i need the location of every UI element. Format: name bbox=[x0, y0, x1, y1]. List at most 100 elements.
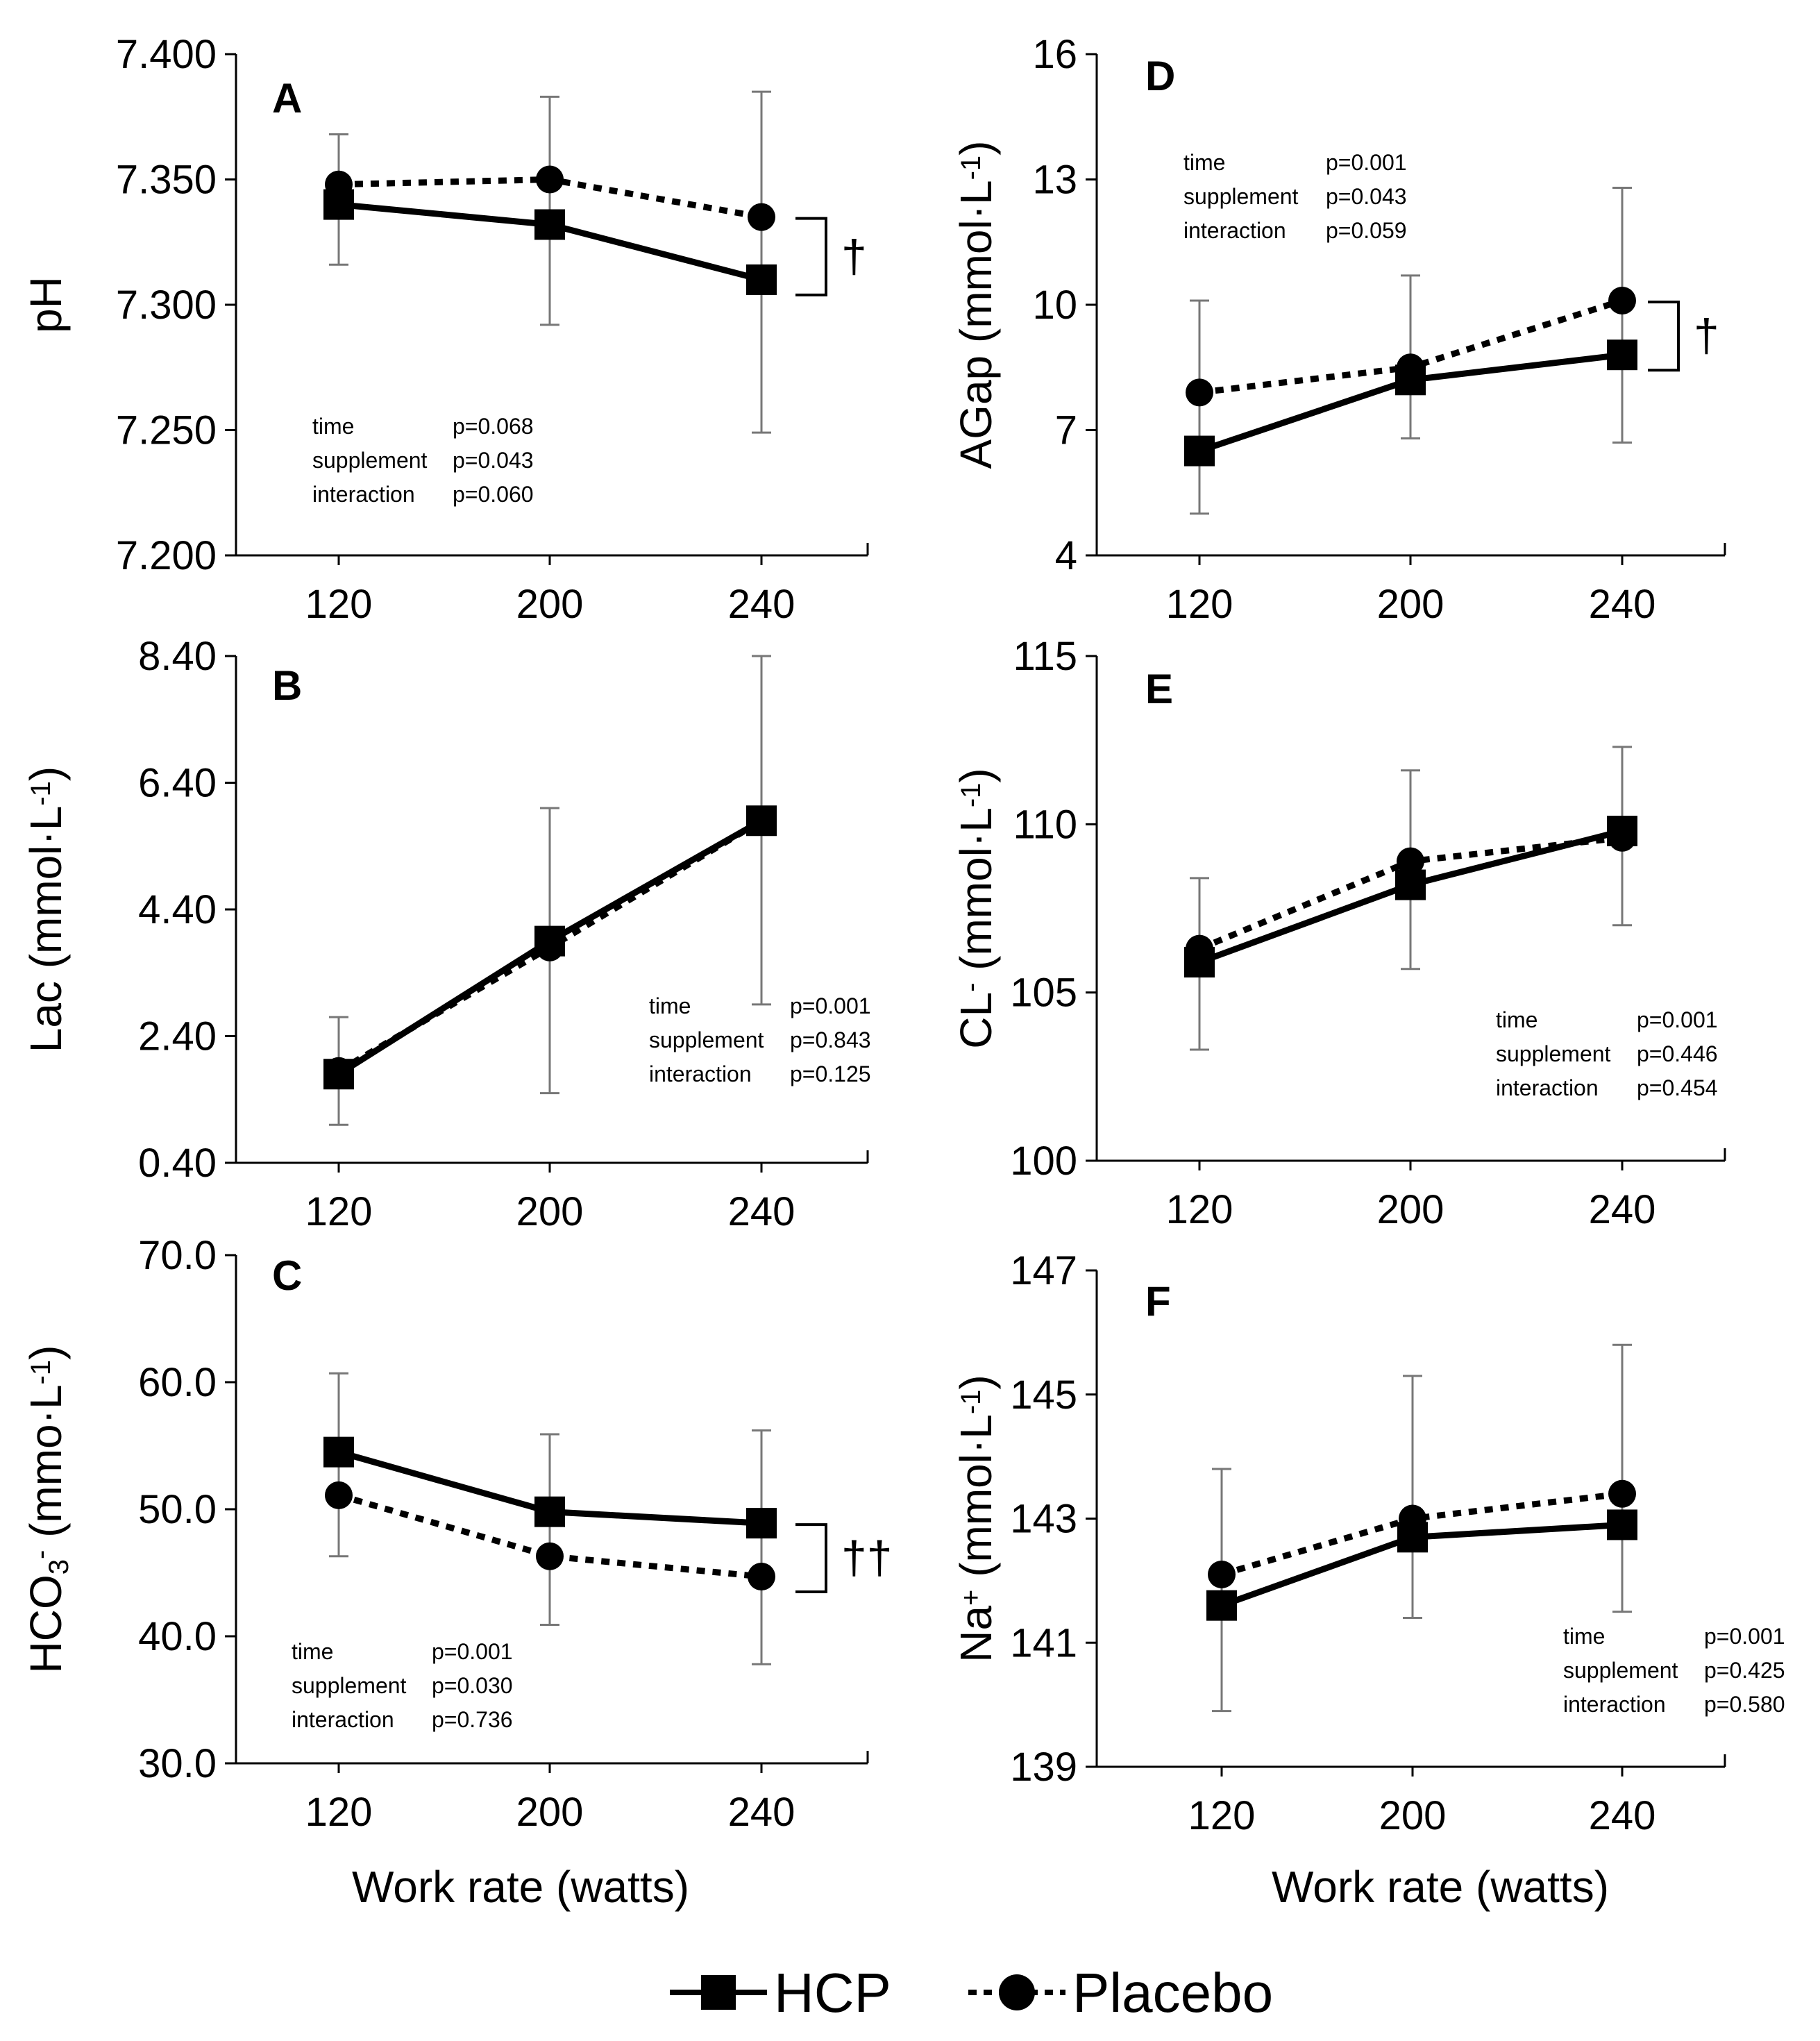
stats-label: supplement bbox=[312, 448, 428, 473]
y-tick-label: 0.40 bbox=[138, 1141, 217, 1186]
stats-label: supplement bbox=[1563, 1658, 1678, 1683]
hcp-data-point bbox=[323, 1059, 354, 1090]
stats-p-value: p=0.580 bbox=[1704, 1692, 1785, 1717]
x-tick-label: 240 bbox=[728, 1189, 795, 1234]
hcp-data-point bbox=[1206, 1590, 1237, 1621]
stats-p-value: p=0.125 bbox=[790, 1061, 871, 1086]
stats-label: interaction bbox=[1183, 218, 1286, 243]
y-axis-label-part: -1 bbox=[956, 1390, 986, 1415]
y-axis-label-part: -1 bbox=[26, 1360, 56, 1385]
y-tick-label: 139 bbox=[1010, 1745, 1077, 1790]
y-tick-label: 7.400 bbox=[116, 32, 217, 77]
y-axis-label-part: HCO bbox=[21, 1574, 71, 1673]
y-axis-label-part: ) bbox=[21, 766, 71, 781]
x-tick-label: 120 bbox=[305, 1790, 373, 1835]
y-tick-label: 7 bbox=[1055, 408, 1077, 453]
hcp-data-point bbox=[1607, 339, 1637, 371]
stats-p-value: p=0.043 bbox=[1326, 184, 1407, 209]
y-tick-label: 50.0 bbox=[138, 1487, 217, 1532]
y-axis-label-part: Lac (mmol·L bbox=[21, 806, 71, 1053]
x-axis-title-left: Work rate (watts) bbox=[352, 1862, 689, 1912]
y-tick-label: 30.0 bbox=[138, 1741, 217, 1786]
hcp-data-point bbox=[1607, 816, 1637, 847]
stats-p-value: p=0.001 bbox=[432, 1639, 513, 1664]
y-tick-label: 2.40 bbox=[138, 1014, 217, 1059]
y-axis-label-part: ) bbox=[951, 768, 1001, 782]
stats-label: time bbox=[649, 993, 691, 1018]
legend-placebo-label: Placebo bbox=[1072, 1962, 1273, 2024]
hcp-data-point bbox=[323, 189, 354, 220]
y-tick-label: 10 bbox=[1032, 283, 1077, 328]
stats-label: supplement bbox=[649, 1027, 764, 1052]
panel-b: 8.40 6.40 4.40 2.40 0.40 120 200 240 Lac (mmol·L… bbox=[21, 634, 871, 1234]
y-axis-label-part: -1 bbox=[956, 156, 986, 180]
y-axis-label: HCO3- (mmo·L-1) bbox=[21, 1345, 74, 1674]
y-axis-label-part: pH bbox=[21, 276, 71, 333]
stats-p-value: p=0.060 bbox=[453, 482, 534, 507]
placebo-data-point bbox=[325, 1481, 353, 1509]
y-axis-label-part: (mmol·L bbox=[951, 807, 1001, 982]
placebo-data-point bbox=[536, 1542, 564, 1570]
hcp-data-point bbox=[1395, 364, 1426, 396]
significance-marker: †† bbox=[841, 1532, 892, 1584]
y-axis-label-part: (mmol·L bbox=[951, 1414, 1001, 1589]
y-axis-label-part: ) bbox=[951, 1375, 1001, 1389]
y-axis-label-part: AGap (mmol·L bbox=[951, 180, 1001, 469]
panel-letter: B bbox=[272, 662, 302, 709]
legend-hcp-label: HCP bbox=[774, 1962, 891, 2024]
x-tick-label: 240 bbox=[1589, 1187, 1656, 1232]
y-tick-label: 110 bbox=[1013, 802, 1077, 847]
stats-p-value: p=0.446 bbox=[1637, 1041, 1718, 1066]
stats-label: time bbox=[1183, 150, 1225, 175]
x-tick-label: 200 bbox=[516, 582, 584, 627]
hcp-data-point bbox=[1395, 869, 1426, 900]
stats-p-value: p=0.030 bbox=[432, 1673, 513, 1698]
y-tick-label: 70.0 bbox=[138, 1233, 217, 1278]
stats-label: supplement bbox=[1183, 184, 1299, 209]
hcp-data-point bbox=[1397, 1522, 1428, 1553]
y-tick-label: 8.40 bbox=[138, 634, 217, 679]
placebo-data-point bbox=[1186, 378, 1213, 407]
stats-label: time bbox=[1563, 1624, 1605, 1649]
y-axis-label: AGap (mmol·L-1) bbox=[951, 141, 1001, 469]
x-tick-label: 240 bbox=[728, 1790, 795, 1835]
placebo-data-point bbox=[536, 165, 564, 194]
hcp-data-point bbox=[1607, 1509, 1637, 1540]
y-axis-label-part: (mmo·L bbox=[21, 1384, 71, 1549]
y-tick-label: 40.0 bbox=[138, 1614, 217, 1659]
x-tick-label: 120 bbox=[1166, 1187, 1233, 1232]
significance-marker: † bbox=[841, 230, 867, 282]
y-axis-label-part: 3 bbox=[44, 1559, 74, 1574]
stats-label: interaction bbox=[292, 1707, 394, 1732]
y-tick-label: 147 bbox=[1010, 1248, 1077, 1293]
x-tick-label: 120 bbox=[1166, 582, 1233, 627]
legend-placebo-circle-icon bbox=[999, 1974, 1035, 2010]
y-axis-label: CL- (mmol·L-1) bbox=[951, 768, 1001, 1048]
y-tick-label: 4 bbox=[1055, 533, 1077, 578]
stats-p-value: p=0.001 bbox=[1637, 1007, 1718, 1032]
y-tick-label: 16 bbox=[1032, 32, 1077, 77]
stats-p-value: p=0.001 bbox=[1704, 1624, 1785, 1649]
x-tick-label: 120 bbox=[305, 1189, 373, 1234]
placebo-data-point bbox=[1608, 286, 1636, 314]
stats-p-value: p=0.843 bbox=[790, 1027, 871, 1052]
hcp-data-point bbox=[746, 264, 777, 295]
hcp-data-point bbox=[534, 1496, 565, 1527]
x-tick-label: 200 bbox=[516, 1790, 584, 1835]
y-tick-label: 105 bbox=[1010, 971, 1077, 1016]
stats-label: interaction bbox=[1563, 1692, 1666, 1717]
hcp-data-point bbox=[534, 925, 565, 957]
y-tick-label: 143 bbox=[1010, 1497, 1077, 1542]
y-tick-label: 13 bbox=[1032, 158, 1077, 203]
significance-bracket bbox=[795, 217, 827, 296]
stats-label: time bbox=[312, 414, 354, 439]
panel-letter: E bbox=[1145, 666, 1173, 712]
stats-p-value: p=0.068 bbox=[453, 414, 534, 439]
y-tick-label: 6.40 bbox=[138, 761, 217, 806]
hcp-data-point bbox=[323, 1436, 354, 1468]
stats-p-value: p=0.059 bbox=[1326, 218, 1407, 243]
y-tick-label: 4.40 bbox=[138, 887, 217, 932]
x-axis-title-right: Work rate (watts) bbox=[1272, 1862, 1609, 1912]
legend: HCP Placebo bbox=[670, 1962, 1273, 2024]
y-tick-label: 100 bbox=[1010, 1139, 1077, 1184]
